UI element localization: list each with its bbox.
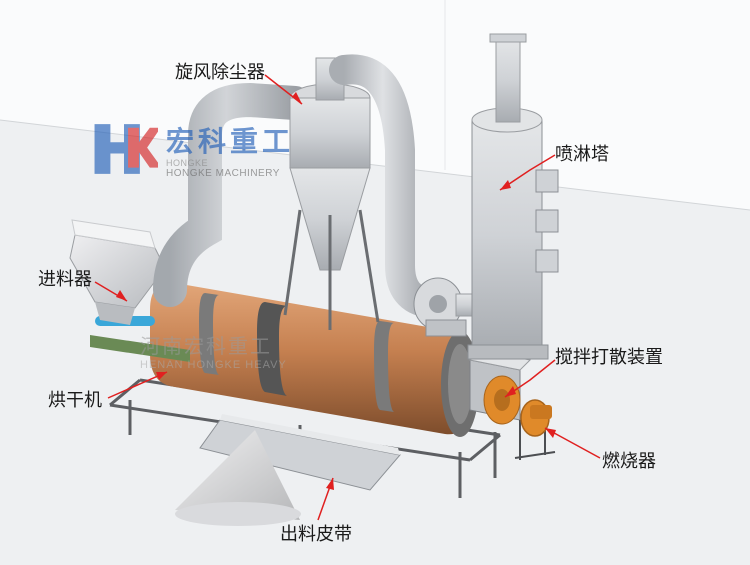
- label-burner: 燃烧器: [602, 447, 656, 473]
- label-dryer: 烘干机: [48, 386, 102, 412]
- label-spray-tower: 喷淋塔: [555, 140, 609, 166]
- brand-name-en: HONGKE MACHINERY: [166, 168, 294, 179]
- watermark-footer-en: HENAN HONGKE HEAVY: [140, 359, 287, 371]
- watermark-footer-cn: 河南宏科重工: [140, 336, 272, 358]
- label-feeder: 进料器: [38, 265, 92, 291]
- brand-watermark: 宏科重工 HONGKE HONGKE MACHINERY: [90, 115, 294, 183]
- diagram-stage: 宏科重工 HONGKE HONGKE MACHINERY 河南宏科重工 HENA…: [0, 0, 750, 565]
- label-cyclone: 旋风除尘器: [175, 58, 265, 84]
- brand-name-cn: 宏科重工: [166, 120, 294, 160]
- label-output-belt: 出料皮带: [280, 520, 352, 546]
- chimney: [496, 38, 520, 122]
- label-mixer: 搅拌打散装置: [555, 343, 663, 369]
- logo-icon: [90, 115, 158, 183]
- watermark-footer: 河南宏科重工 HENAN HONGKE HEAVY: [140, 330, 287, 371]
- floor-plane: [0, 0, 750, 565]
